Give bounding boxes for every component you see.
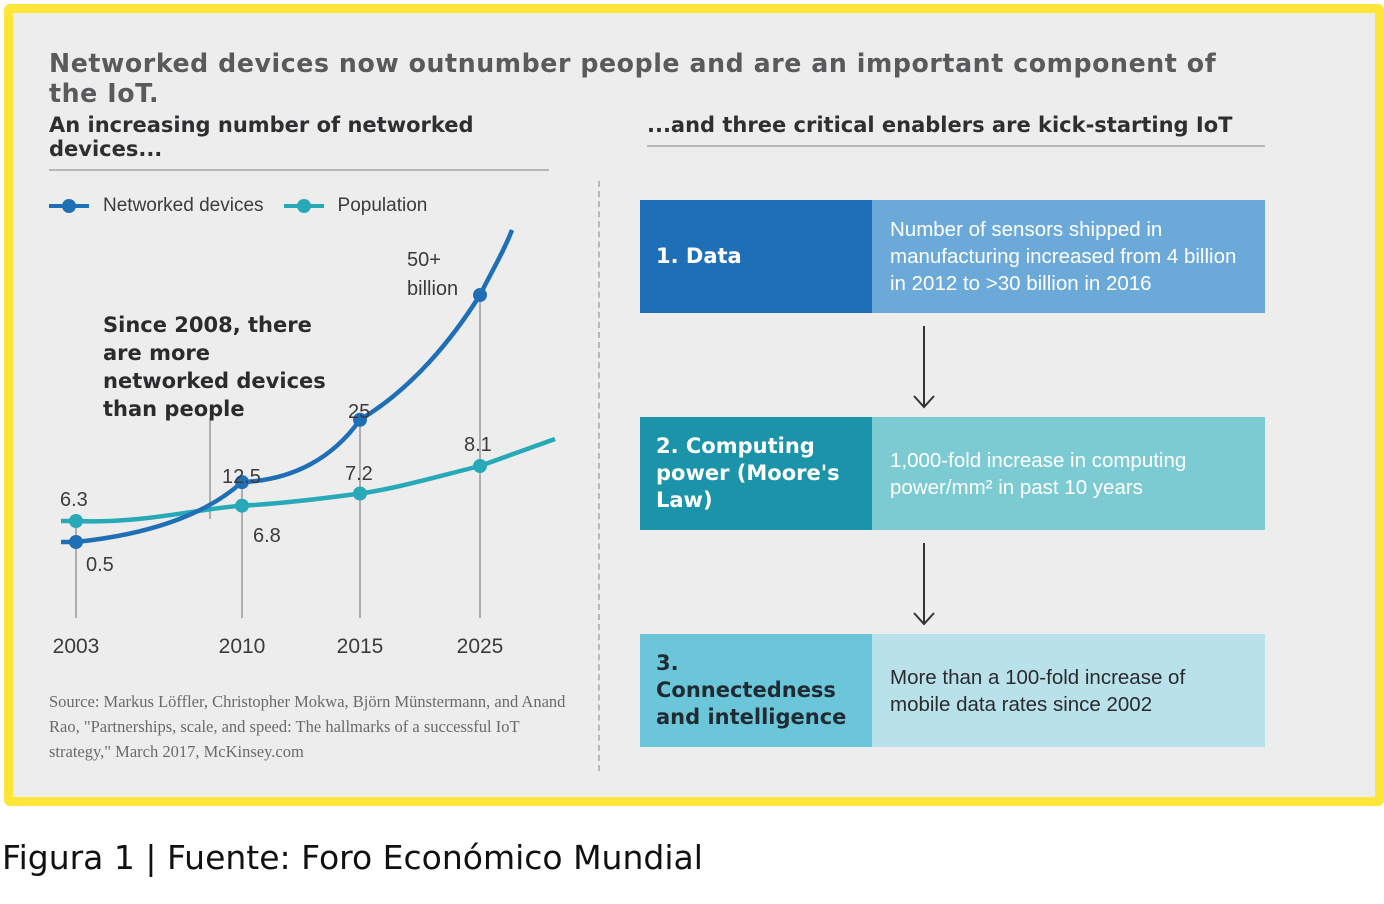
point-devices-2010 xyxy=(235,475,249,490)
enabler-data: 1. Data Number of sensors shipped in man… xyxy=(640,200,1265,313)
point-devices-2015 xyxy=(353,412,367,427)
source-note: Source: Markus Löffler, Christopher Mokw… xyxy=(49,692,566,761)
chart-annotation: Since 2008, there are more networked dev… xyxy=(103,313,326,421)
enabler-description: Number of sensors shipped in manufacturi… xyxy=(872,200,1265,313)
data-label-devices: billion xyxy=(407,278,458,300)
data-label-devices: 0.5 xyxy=(86,554,114,576)
x-tick-label: 2025 xyxy=(457,635,504,658)
point-devices-2025 xyxy=(473,288,487,302)
legend-item-population: Population xyxy=(283,195,428,217)
legend-label-devices: Networked devices xyxy=(103,195,264,216)
enabler-label: 1. Data xyxy=(640,200,872,313)
point-population-2010 xyxy=(235,498,249,513)
down-arrow-icon xyxy=(913,326,935,409)
growth-line-chart: 6.3 0.5 12.5 6.8 25 7.2 8.1 50+ billion 2003 2010 2… xyxy=(53,229,556,658)
down-arrow-icon xyxy=(913,543,935,626)
enabler-description: More than a 100-fold increase of mobile … xyxy=(872,634,1265,747)
x-tick-label: 2010 xyxy=(219,635,266,658)
enabler-label: 3. Connectedness and intelligence xyxy=(640,634,872,747)
dashed-divider xyxy=(598,181,600,771)
left-subtitle: An increasing number of networked device… xyxy=(49,113,549,171)
point-population-2025 xyxy=(473,459,487,473)
enabler-connectedness: 3. Connectedness and intelligence More t… xyxy=(640,634,1265,747)
enabler-description: 1,000-fold increase in computing power/m… xyxy=(872,417,1265,530)
legend-swatch-devices xyxy=(49,199,89,213)
x-tick-label: 2003 xyxy=(53,635,100,658)
data-label-population: 7.2 xyxy=(345,463,373,485)
series-line-population xyxy=(61,436,556,524)
legend-swatch-population xyxy=(283,199,324,213)
enabler-computing-power: 2. Computing power (Moore's Law) 1,000-f… xyxy=(640,417,1265,530)
data-label-devices: 50+ xyxy=(407,249,441,271)
legend-label-population: Population xyxy=(337,195,428,216)
data-label-population: 6.8 xyxy=(253,525,281,547)
data-label-devices: 12.5 xyxy=(222,466,261,488)
point-population-2015 xyxy=(353,486,367,501)
data-label-population: 8.1 xyxy=(464,434,492,456)
x-tick-label: 2015 xyxy=(337,635,384,658)
data-label-population: 6.3 xyxy=(60,489,88,511)
enabler-label: 2. Computing power (Moore's Law) xyxy=(640,417,872,530)
figure-caption: Figura 1 | Fuente: Foro Económico Mundia… xyxy=(2,838,703,877)
legend-item-devices: Networked devices xyxy=(49,195,264,217)
point-devices-2003 xyxy=(69,535,83,549)
infographic-panel: Networked devices now outnumber people a… xyxy=(4,4,1384,806)
point-population-2003 xyxy=(69,514,83,528)
infographic-title: Networked devices now outnumber people a… xyxy=(49,49,1217,109)
right-subtitle: ...and three critical enablers are kick-… xyxy=(647,113,1265,147)
data-label-devices: 25 xyxy=(348,401,370,423)
chart-legend: Networked devices Population xyxy=(49,195,447,217)
